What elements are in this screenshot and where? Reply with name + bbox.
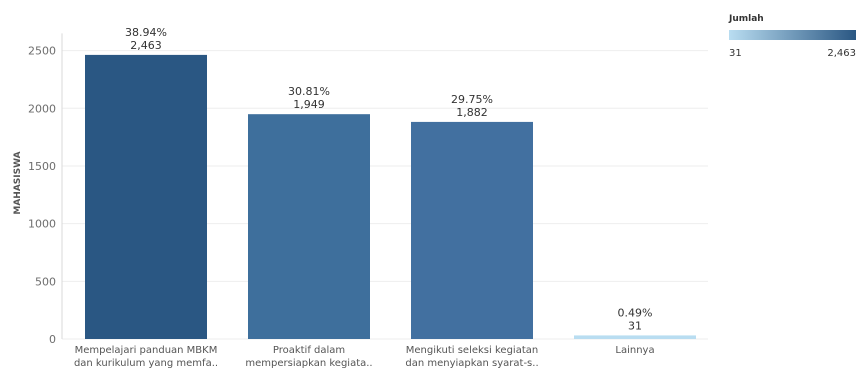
value-label: 2,463 (130, 39, 162, 52)
bar (85, 54, 207, 340)
category-label: dan menyiapkan syarat-s.. (405, 358, 538, 369)
percent-label: 0.49% (618, 306, 653, 319)
y-tick-label: 2500 (28, 45, 56, 58)
y-tick-label: 500 (35, 275, 56, 288)
color-legend: Jumlah 31 2,463 (729, 14, 856, 64)
percent-label: 38.94% (125, 26, 167, 39)
y-tick-label: 0 (49, 333, 56, 346)
legend-color-ramp (729, 30, 856, 40)
value-label: 31 (628, 319, 642, 332)
y-tick-label: 2000 (28, 102, 56, 115)
y-axis-title: MAHASISWA (13, 151, 23, 214)
y-tick-label: 1500 (28, 160, 56, 173)
value-label: 1,882 (456, 106, 488, 119)
percent-label: 29.75% (451, 93, 493, 106)
legend-min-label: 31 (729, 48, 742, 59)
category-label: Mempelajari panduan MBKM (75, 345, 218, 356)
category-label: dan kurikulum yang memfa.. (74, 358, 218, 369)
category-label: mempersiapkan kegiata.. (245, 358, 372, 369)
y-tick-label: 1000 (28, 218, 56, 231)
category-label: Mengikuti seleksi kegiatan (406, 345, 538, 356)
bar (411, 121, 533, 339)
percent-label: 30.81% (288, 85, 330, 98)
category-label: Proaktif dalam (273, 345, 345, 356)
legend-max-label: 2,463 (827, 48, 856, 59)
value-label: 1,949 (293, 98, 325, 111)
bar (574, 335, 696, 339)
legend-title: Jumlah (729, 14, 764, 24)
bar (248, 114, 370, 339)
category-label: Lainnya (615, 345, 654, 356)
